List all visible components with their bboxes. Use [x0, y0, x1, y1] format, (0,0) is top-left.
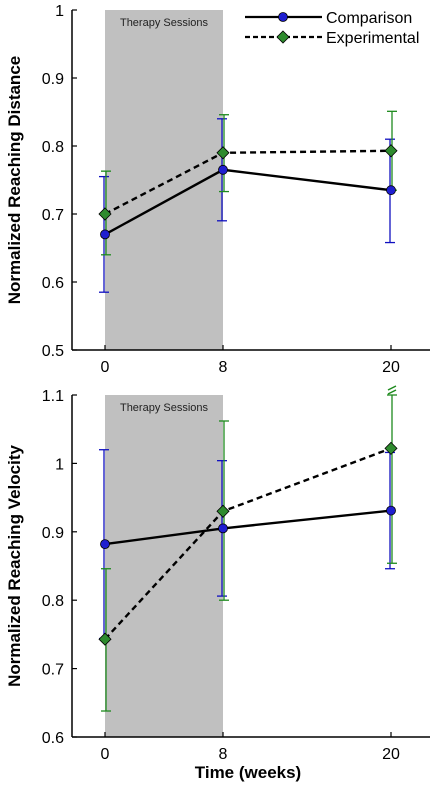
- legend: Comparison Experimental: [245, 10, 419, 47]
- y-tick-label: 1: [55, 3, 64, 20]
- y-tick-label: 0.9: [42, 525, 64, 542]
- legend-comparison-marker: [278, 12, 288, 22]
- y-tick-label: 1.1: [42, 388, 64, 405]
- x-tick-label: 8: [219, 746, 228, 763]
- y-tick-label: 0.7: [42, 662, 64, 679]
- comparison-point: [100, 539, 110, 550]
- y-axis-label: Normalized Reaching Distance: [5, 56, 24, 304]
- comparison-point: [100, 229, 110, 240]
- break-slash: [387, 389, 397, 395]
- x-tick-label: 20: [382, 746, 400, 763]
- experimental-point: [384, 144, 398, 158]
- comparison-point: [386, 505, 396, 516]
- therapy-shade: [105, 395, 223, 737]
- therapy-label: Therapy Sessions: [120, 17, 209, 29]
- experimental-point: [98, 207, 112, 221]
- experimental-point: [98, 632, 112, 646]
- legend-comparison-label: Comparison: [326, 10, 412, 27]
- experimental-point: [216, 504, 230, 518]
- therapy-label: Therapy Sessions: [120, 402, 209, 414]
- comparison-point: [218, 523, 228, 534]
- y-tick-label: 0.9: [42, 71, 64, 88]
- x-tick-label: 20: [382, 359, 400, 376]
- legend-experimental-label: Experimental: [326, 30, 419, 47]
- distance-panel: Therapy Sessions 0.5 0.6 0.7 0.8 0.9 1 0 8 20 N…: [5, 3, 430, 376]
- x-axis-label: Time (weeks): [195, 763, 301, 782]
- y-tick-label: 0.5: [42, 343, 64, 360]
- experimental-point: [216, 146, 230, 160]
- comparison-point: [386, 185, 396, 196]
- series-layer: [98, 394, 398, 712]
- y-tick-label: 0.7: [42, 207, 64, 224]
- y-tick-label: 0.8: [42, 593, 64, 610]
- legend-experimental-marker: [276, 30, 290, 44]
- axis-break-mark: [387, 385, 397, 395]
- series-layer: [98, 110, 398, 293]
- comparison-point: [218, 164, 228, 175]
- y-tick-label: 0.8: [42, 139, 64, 156]
- x-tick-label: 0: [101, 359, 110, 376]
- x-tick-label: 0: [101, 746, 110, 763]
- x-axis-ticks: 0 8 20: [101, 732, 400, 763]
- y-axis-ticks: 0.5 0.6 0.7 0.8 0.9 1: [42, 3, 77, 360]
- y-axis-label: Normalized Reaching Velocity: [5, 445, 24, 687]
- break-slash: [387, 385, 397, 391]
- y-axis-ticks: 0.6 0.7 0.8 0.9 1 1.1: [42, 388, 77, 747]
- y-tick-label: 1: [55, 456, 64, 473]
- x-axis-ticks: 0 8 20: [101, 345, 400, 376]
- y-tick-label: 0.6: [42, 730, 64, 747]
- y-tick-label: 0.6: [42, 275, 64, 292]
- velocity-panel: Therapy Sessions 0.6 0.7 0.8 0.9 1 1.1 0 8 20 N…: [5, 385, 430, 763]
- x-tick-label: 8: [219, 359, 228, 376]
- experimental-point: [384, 441, 398, 455]
